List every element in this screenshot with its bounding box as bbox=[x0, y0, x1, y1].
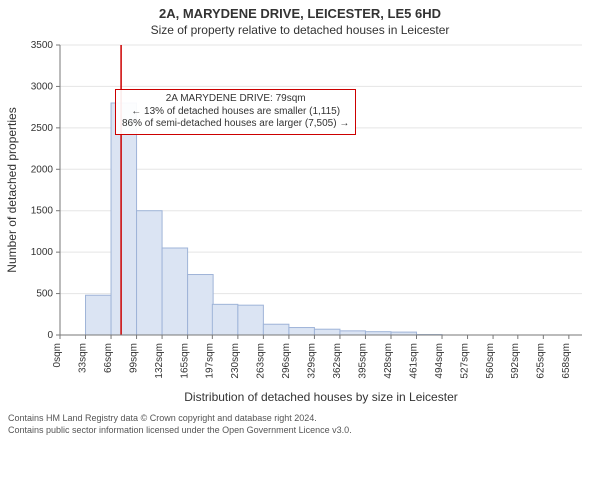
histogram-bar bbox=[314, 329, 340, 335]
y-tick-label: 2000 bbox=[31, 164, 54, 175]
x-tick-label: 494sqm bbox=[434, 343, 445, 379]
callout-line-3: 86% of semi-detached houses are larger (… bbox=[122, 118, 349, 131]
histogram-bar bbox=[188, 275, 214, 335]
x-tick-label: 263sqm bbox=[255, 343, 266, 379]
x-tick-label: 527sqm bbox=[460, 343, 471, 379]
x-tick-label: 165sqm bbox=[180, 343, 191, 379]
x-tick-label: 0sqm bbox=[52, 343, 63, 367]
y-tick-label: 2500 bbox=[31, 123, 54, 134]
x-axis-label: Distribution of detached houses by size … bbox=[184, 390, 458, 404]
x-tick-label: 329sqm bbox=[306, 343, 317, 379]
x-tick-label: 197sqm bbox=[204, 343, 215, 379]
y-tick-label: 1000 bbox=[31, 247, 54, 258]
property-callout: 2A MARYDENE DRIVE: 79sqm ← 13% of detach… bbox=[115, 89, 356, 135]
x-tick-label: 461sqm bbox=[409, 343, 420, 379]
histogram-bar bbox=[238, 305, 264, 335]
x-tick-label: 395sqm bbox=[357, 343, 368, 379]
x-tick-label: 296sqm bbox=[281, 343, 292, 379]
x-tick-label: 66sqm bbox=[103, 343, 114, 373]
y-tick-label: 500 bbox=[36, 289, 53, 300]
x-tick-label: 362sqm bbox=[332, 343, 343, 379]
chart-container: 0 500 1000 1500 2000 2500 3000 3500 0sqm 33sqm 66s… bbox=[0, 37, 600, 407]
histogram-bar bbox=[289, 328, 315, 335]
page-subtitle: Size of property relative to detached ho… bbox=[0, 23, 600, 37]
histogram-bar bbox=[162, 248, 188, 335]
x-tick-label: 625sqm bbox=[535, 343, 546, 379]
x-tick-label: 560sqm bbox=[485, 343, 496, 379]
histogram-bar bbox=[137, 211, 163, 335]
y-tick-label: 3500 bbox=[31, 40, 54, 51]
histogram-bar bbox=[212, 304, 238, 335]
y-tick-label: 1500 bbox=[31, 206, 54, 217]
x-tick-label: 230sqm bbox=[230, 343, 241, 379]
x-tick-label: 428sqm bbox=[383, 343, 394, 379]
y-tick-label: 3000 bbox=[31, 81, 54, 92]
x-tick-label: 592sqm bbox=[510, 343, 521, 379]
footer: Contains HM Land Registry data © Crown c… bbox=[8, 413, 592, 436]
x-tick-label: 33sqm bbox=[78, 343, 89, 373]
y-axis-label: Number of detached properties bbox=[5, 107, 19, 272]
histogram-bar bbox=[86, 295, 112, 335]
x-tick-label: 658sqm bbox=[561, 343, 572, 379]
footer-line-2: Contains public sector information licen… bbox=[8, 425, 592, 437]
x-tick-label: 99sqm bbox=[129, 343, 140, 373]
histogram-bar bbox=[340, 331, 366, 335]
y-tick-label: 0 bbox=[47, 330, 53, 341]
callout-line-2: ← 13% of detached houses are smaller (1,… bbox=[122, 106, 349, 119]
histogram-bar bbox=[111, 103, 137, 335]
x-tick-label: 132sqm bbox=[154, 343, 165, 379]
footer-line-1: Contains HM Land Registry data © Crown c… bbox=[8, 413, 592, 425]
callout-line-1: 2A MARYDENE DRIVE: 79sqm bbox=[122, 93, 349, 106]
histogram-bar bbox=[263, 324, 289, 335]
page-title: 2A, MARYDENE DRIVE, LEICESTER, LE5 6HD bbox=[0, 6, 600, 21]
